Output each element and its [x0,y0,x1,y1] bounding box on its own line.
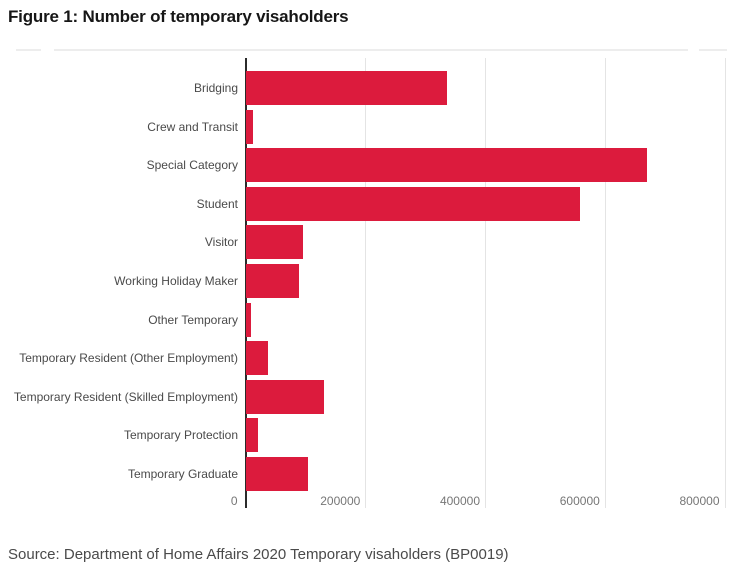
bar [246,109,253,144]
bar [246,225,303,260]
bar [246,148,648,183]
category-label: Working Holiday Maker [114,274,238,288]
category-label: Temporary Protection [123,428,238,443]
title-divider-segment [699,49,727,51]
category-label: Temporary Graduate [127,467,238,481]
category-label: Visitor [204,235,238,250]
title-divider-segment [16,49,41,51]
category-label: Temporary Resident (Skilled Employment) [13,389,238,404]
bar [246,186,580,221]
y-axis-line [244,58,247,508]
bar [246,302,251,337]
title-divider-segment [54,49,688,51]
bar [246,379,325,414]
bar [246,341,268,376]
source-note: Source: Department of Home Affairs 2020 … [8,546,509,563]
grid-line [604,58,606,508]
category-label: Student [196,196,238,211]
category-label: Bridging [193,81,238,95]
bar [246,457,308,491]
category-label: Crew and Transit [147,119,238,134]
category-label: Special Category [146,158,238,173]
category-label: Other Temporary [148,312,238,327]
x-axis-tick-label: 200000 [320,494,361,508]
x-axis-tick-label: 0 [230,494,238,508]
category-label: Temporary Resident (Other Employment) [19,351,238,366]
grid-line [724,58,726,508]
bar [246,71,447,105]
grid-line [485,58,486,508]
x-axis-tick-label: 800000 [679,494,720,508]
figure-title: Figure 1: Number of temporary visaholder… [8,7,349,26]
bar [246,264,300,298]
bar [246,418,258,453]
x-axis-tick-label: 600000 [559,494,600,508]
grid-line [365,58,367,508]
x-axis-tick-label: 400000 [439,494,480,508]
